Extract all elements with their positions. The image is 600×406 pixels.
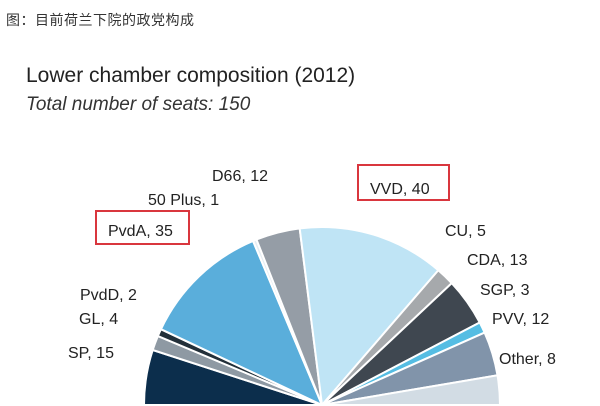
label-gl: GL, 4 xyxy=(79,311,118,328)
chart-subtitle: Total number of seats: 150 xyxy=(26,94,251,115)
slice-pvda xyxy=(159,239,324,406)
label-vvd: VVD, 40 xyxy=(370,181,430,198)
highlight-box-vvd xyxy=(357,164,450,201)
slice-vvd xyxy=(298,225,440,406)
chart-title: Lower chamber composition (2012) xyxy=(26,64,356,87)
label-50-plus: 50 Plus, 1 xyxy=(148,192,219,209)
highlight-box-pvda xyxy=(95,210,190,245)
slice-other xyxy=(321,374,502,406)
image-caption: 图：目前荷兰下院的政党构成 xyxy=(6,13,195,29)
label-cda: CDA, 13 xyxy=(467,252,528,269)
label-pvdd: PvdD, 2 xyxy=(80,287,137,304)
label-pvda: PvdA, 35 xyxy=(108,223,173,240)
label-sgp: SGP, 3 xyxy=(480,282,530,299)
label-d66: D66, 12 xyxy=(212,168,268,185)
chart-labels: SP, 15 GL, 4 PvdD, 2 PvdA, 35 50 Plus, 1 D66,… xyxy=(68,164,556,368)
chart-slices xyxy=(142,225,502,406)
label-sp: SP, 15 xyxy=(68,345,114,362)
label-cu: CU, 5 xyxy=(445,223,486,240)
label-other: Other, 8 xyxy=(499,351,556,368)
label-pvv: PVV, 12 xyxy=(492,311,549,328)
